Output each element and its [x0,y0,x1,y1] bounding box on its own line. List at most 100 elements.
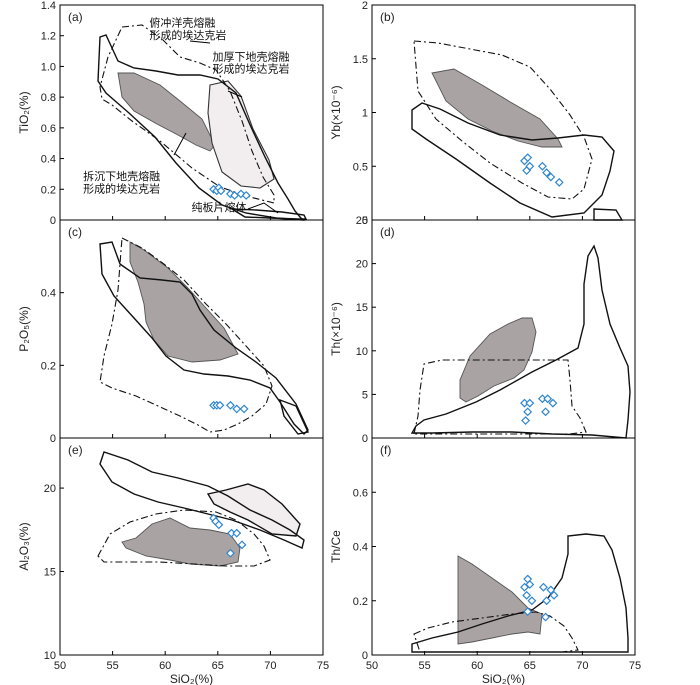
x-axis-title-f: SiO₂(%) [482,672,525,685]
sample-point-b-4 [537,161,547,171]
x-tick-label-f-3: 65 [524,660,536,672]
x-tick-label-e-3: 65 [212,660,224,672]
sample-point-b-3 [522,166,532,175]
field-outline-b-3 [413,40,593,200]
sample-point-f-8 [546,585,556,595]
y-axis-title-f: Th/Ce [329,530,343,563]
sample-point-f-7 [542,596,552,606]
y-tick-label-d-0: 0 [362,433,368,445]
sample-point-d-7 [541,407,551,417]
field-outline-a-2 [97,34,305,221]
y-tick-label-d-4: 20 [356,259,368,271]
panel-tag-f: (f) [380,443,391,457]
panel-tag-d: (d) [380,225,395,239]
panel-tag-e: (e) [68,443,83,457]
sample-point-f-4 [527,596,537,606]
sample-point-c-2 [215,400,225,410]
y-axis-title-d: Th(×10⁻⁶) [329,302,343,356]
sample-point-a-7 [241,190,251,200]
sample-point-b-6 [546,172,556,182]
x-tick-label-e-0: 50 [54,660,66,672]
x-tick-label-e-4: 70 [264,660,276,672]
sample-point-f-6 [539,582,548,592]
field-outline-c-3 [99,237,273,433]
annotation-a-3: 形成的埃达克岩 [213,62,290,76]
x-tick-label-e-5: 75 [317,660,329,672]
y-tick-label-a-7: 1.4 [41,0,56,12]
field-outline-a-1 [207,80,275,189]
panel-tag-b: (b) [380,10,395,24]
field-outline-c-0 [129,241,239,363]
sample-point-c-4 [232,404,242,414]
panel-tag-a: (a) [68,10,83,24]
field-outline-f-2 [413,611,579,653]
y-tick-label-c-1: 0.2 [41,360,56,372]
sample-point-f-2 [525,580,535,589]
x-tick-label-f-2: 60 [471,660,483,672]
field-outline-b-1 [411,102,615,218]
y-tick-label-e-1: 15 [44,567,56,579]
annotation-a-1: 形成的埃达克岩 [149,28,226,42]
y-tick-label-b-4: 2 [362,0,368,12]
axes-frame-e [59,437,324,656]
y-tick-label-f-3: 0.6 [353,487,368,499]
y-tick-label-b-3: 1.5 [353,54,368,66]
sample-point-e-5 [237,540,247,550]
sample-point-a-6 [236,189,246,199]
field-outline-b-2 [593,208,624,221]
y-tick-label-f-2: 0.4 [353,542,368,554]
sample-point-b-1 [523,153,533,163]
annotation-a-2: 加厚下地壳熔融 [213,49,290,63]
y-tick-label-e-2: 20 [44,483,56,495]
y-tick-label-e-0: 10 [44,650,56,662]
sample-point-d-2 [523,407,533,417]
field-outline-d-2 [413,359,587,435]
x-tick-label-f-5: 75 [629,660,641,672]
x-tick-label-e-1: 55 [106,660,118,672]
field-outline-b-0 [431,68,563,148]
x-tick-label-f-0: 50 [366,660,378,672]
data-points [209,153,564,622]
y-tick-label-a-2: 0.4 [41,154,56,166]
field-outline-a-3 [229,208,308,220]
sample-point-f-5 [523,607,533,617]
sample-point-b-7 [554,177,564,187]
y-tick-label-a-4: 0.8 [41,92,56,104]
field-outline-f-1 [411,533,629,653]
field-outline-a-4 [99,24,275,204]
y-tick-label-d-5: 25 [356,215,368,227]
y-axis-title-b: Yb(×10⁻⁶) [329,85,343,139]
y-tick-label-b-2: 1 [362,108,368,120]
annotation-leader-a-1 [227,90,243,98]
y-tick-label-a-6: 1.2 [41,31,56,43]
y-tick-label-b-0: 0 [362,215,368,227]
y-tick-label-f-1: 0.2 [353,596,368,608]
annotation-leader-a-0 [189,40,211,44]
y-tick-label-a-1: 0.2 [41,184,56,196]
sample-point-a-4 [225,189,235,199]
annotation-a-5: 形成的埃达克岩 [83,181,160,195]
field-outline-d-1 [410,244,631,439]
sample-point-c-5 [239,404,249,414]
sample-point-f-3 [522,590,532,600]
annotation-leader-a-2 [173,132,187,156]
annotation-leader-a-3 [247,202,279,214]
y-tick-label-d-2: 10 [356,346,368,358]
field-outline-a-0 [117,72,216,152]
sample-point-d-1 [525,398,535,408]
y-tick-label-b-1: 0.5 [353,161,368,173]
field-outline-f-0 [457,555,543,645]
field-polygons [97,24,631,653]
y-tick-label-d-1: 5 [362,389,368,401]
annotation-a-6: 纯板片熔体 [192,200,247,214]
y-tick-label-d-3: 15 [356,302,368,314]
field-outline-c-2 [278,398,310,435]
sample-point-e-6 [225,548,235,558]
sample-point-b-5 [542,168,552,178]
sample-point-e-2 [214,520,224,530]
x-axis-title-e: SiO₂(%) [170,672,213,685]
x-tick-label-e-2: 60 [159,660,171,672]
y-tick-label-c-0: 0 [50,433,56,445]
field-outline-e-0 [121,517,241,567]
